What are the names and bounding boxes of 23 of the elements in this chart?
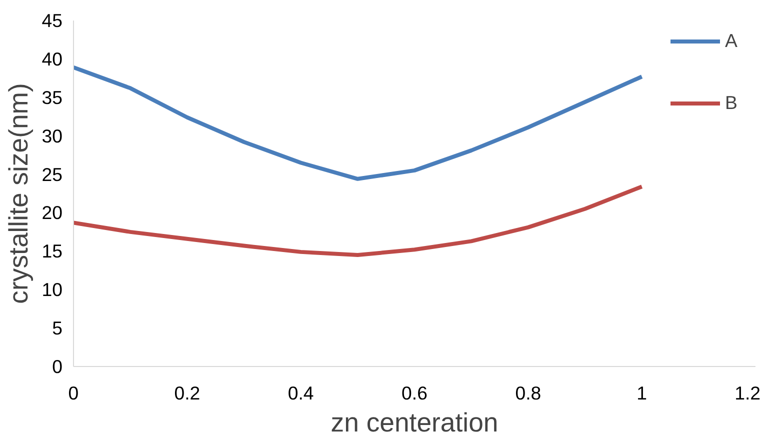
line-series (74, 65, 644, 181)
legend-label: A (725, 30, 738, 52)
y-tick-label: 30 (42, 125, 63, 146)
x-axis-title: zn centeration (330, 408, 498, 438)
y-tick-label: 5 (52, 318, 63, 339)
legend-label: B (725, 92, 738, 114)
y-tick-label: 25 (42, 164, 63, 185)
y-tick-label: 10 (42, 279, 63, 300)
y-tick-label: 45 (42, 10, 63, 31)
y-tick-label: 0 (52, 356, 63, 377)
y-tick-label: 20 (42, 202, 63, 224)
x-tick-label: 0.4 (288, 382, 314, 404)
y-tick-label: 35 (42, 86, 63, 108)
x-tick-label: 0 (68, 382, 79, 404)
x-tick-label: 1 (636, 382, 648, 404)
y-tick-label: 15 (42, 240, 63, 262)
x-tick-label: 0.8 (515, 382, 542, 404)
x-tick-label: 1.2 (734, 382, 761, 404)
x-tick-label: 0.6 (402, 382, 428, 404)
line-series (74, 184, 644, 258)
y-axis-title: crystallite size(nm) (4, 83, 34, 304)
x-tick-label: 0.2 (174, 382, 200, 404)
y-tick-label: 40 (42, 48, 63, 70)
